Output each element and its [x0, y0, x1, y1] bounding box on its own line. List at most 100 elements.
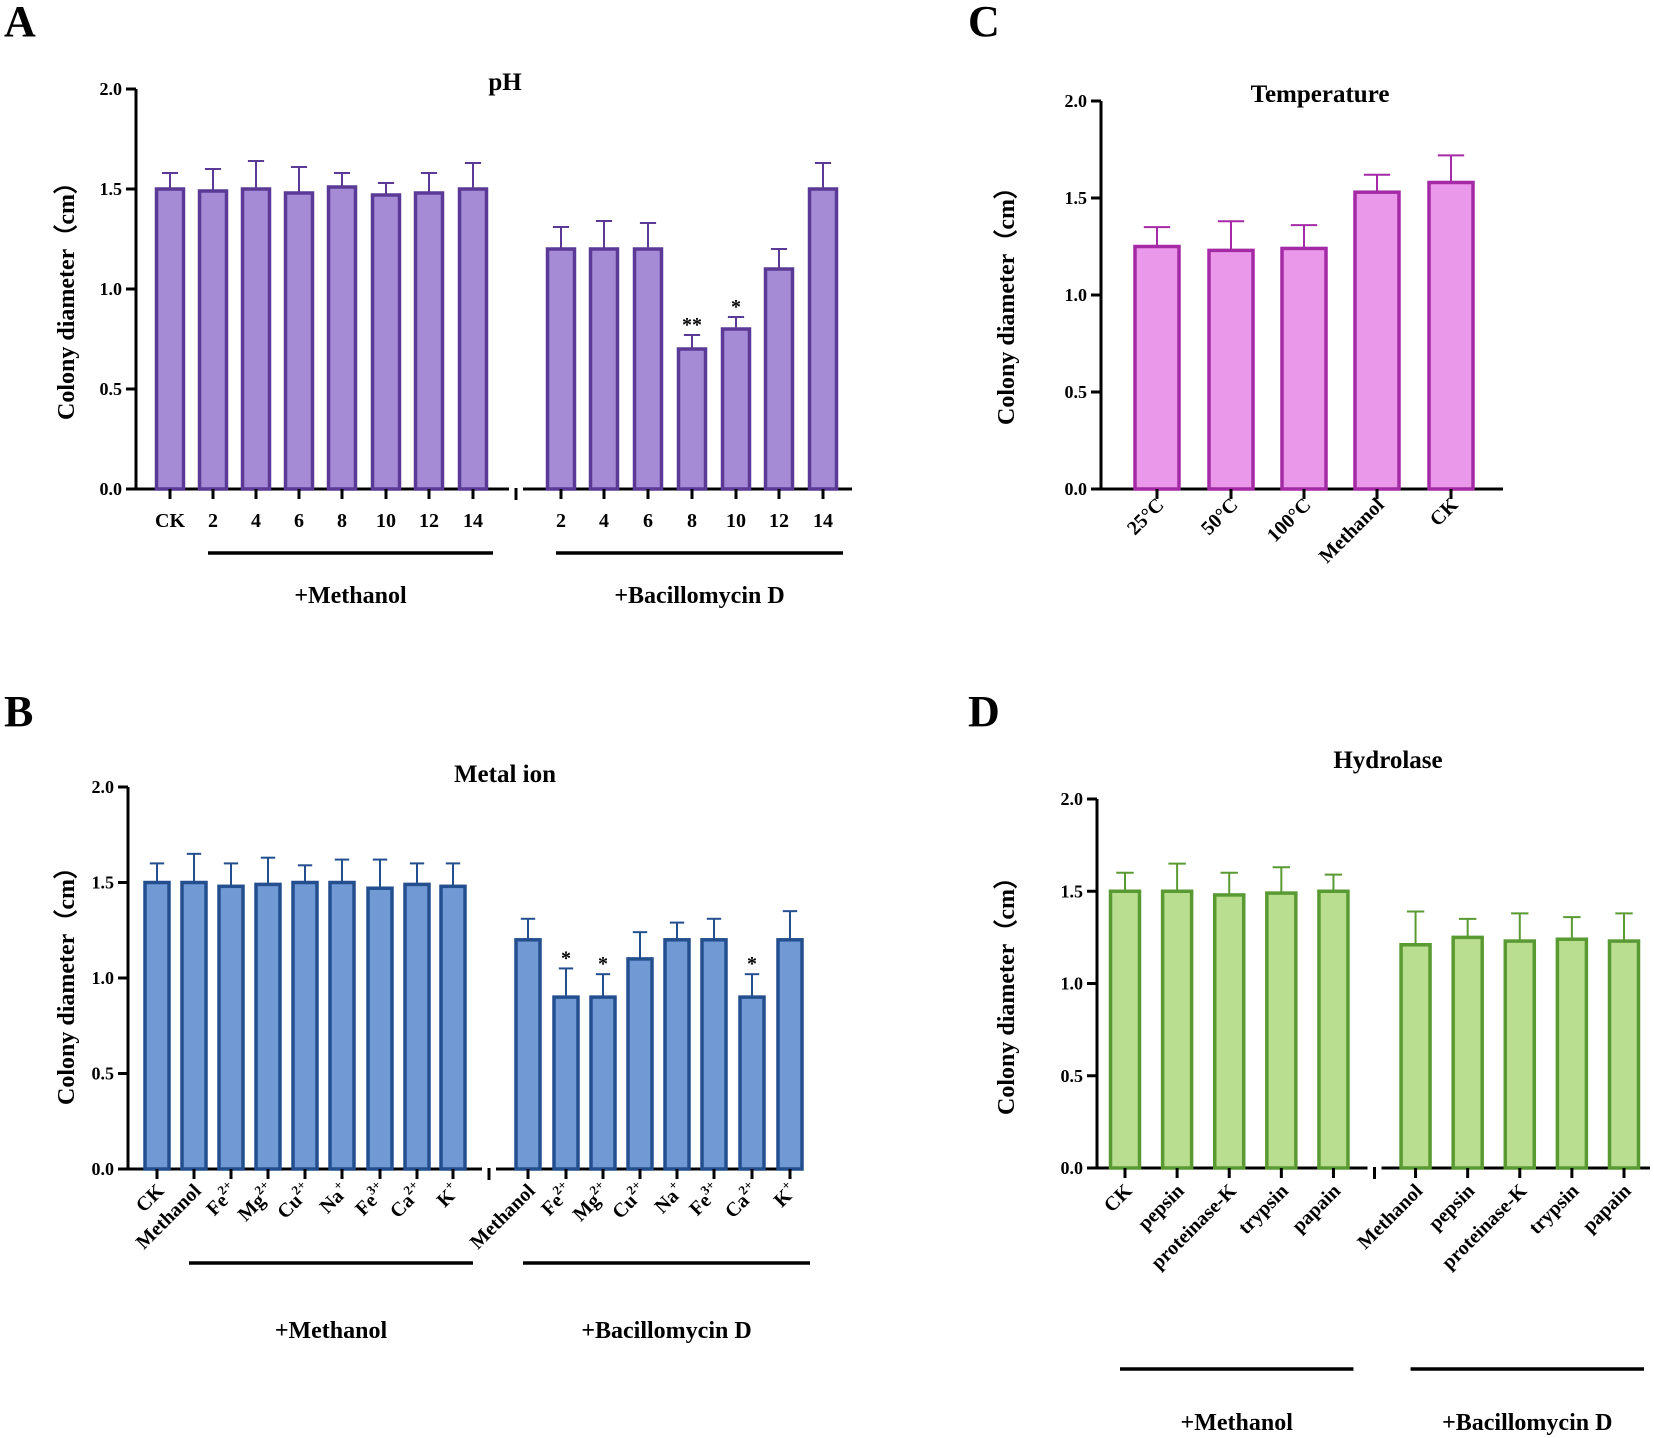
panel-b-x-label: Na+ [313, 1177, 354, 1218]
panel-d-y-tick-label: 2.0 [1061, 789, 1084, 809]
panel-b-x-label-superscript: 2+ [586, 1177, 606, 1197]
panel-b-x-label-superscript: 2+ [735, 1177, 755, 1197]
panel-b-x-label-superscript: + [665, 1177, 681, 1193]
panel-b-x-label: Cu2+ [270, 1177, 316, 1223]
panel-d-bar-7 [1503, 939, 1537, 1170]
panel-b-x-label-superscript: + [330, 1177, 346, 1193]
panel-b-bar-14 [700, 938, 728, 1171]
panel-c-title: Temperature [1251, 81, 1390, 108]
panel-a-x-label: 2 [556, 510, 566, 532]
panel-a-bar-1 [197, 189, 229, 491]
panel-a-bar-11 [676, 347, 708, 491]
panel-d-bar-8 [1555, 937, 1589, 1170]
panel-a-x-label: 4 [251, 510, 261, 532]
panel-c-bar-3 [1353, 190, 1401, 491]
panel-b-group-label: +Bacillomycin D [581, 1318, 751, 1344]
panel-a-x-label: 10 [726, 510, 746, 532]
panel-c-temperature: C Temperature Colony diameter（cm） 0.0 0.5… [968, 0, 1503, 568]
panel-a-title: pH [488, 69, 522, 96]
panel-b-x-label: Cu2+ [605, 1177, 651, 1223]
panel-a-letter: A [4, 0, 36, 46]
panel-a-x-label: 10 [376, 510, 396, 532]
panel-a-x-label: CK [155, 510, 185, 532]
panel-c-x-label: 100°C [1263, 494, 1316, 547]
panel-b-bar-4 [291, 880, 319, 1171]
panel-a-bar-6 [413, 191, 445, 491]
panel-c-y-tick-label: 1.5 [1065, 188, 1088, 208]
panel-b-x-label-superscript: + [441, 1177, 457, 1193]
panel-a-x-label: 8 [337, 510, 347, 532]
panel-a-bar-14 [807, 187, 839, 491]
panel-d-x-label: CK [1100, 1180, 1137, 1217]
panel-a-x-label: 14 [813, 510, 833, 532]
panel-c-y-tick-label: 0.5 [1065, 382, 1088, 402]
panel-d-title: Hydrolase [1333, 747, 1442, 774]
panel-a-bar-12 [720, 327, 752, 491]
panel-b-x-label: K+ [430, 1177, 465, 1212]
panel-d-plot: 0.00.51.01.52.0CKpepsinproteinase-Ktryps… [1061, 789, 1650, 1436]
panel-a-bar-7 [457, 187, 489, 491]
panel-c-bar-4 [1427, 180, 1475, 491]
panel-d-x-label: papain [1288, 1180, 1345, 1237]
panel-b-bar-8 [439, 884, 467, 1171]
panel-d-group-label: +Methanol [1181, 1410, 1294, 1436]
panel-d-letter: D [968, 687, 1000, 736]
panel-d-x-label: trypsin [1525, 1180, 1584, 1239]
panel-b-x-label-superscript: 3+ [363, 1177, 383, 1197]
panel-a-bar-10 [632, 247, 664, 491]
panel-c-y-tick-label: 0.0 [1065, 479, 1088, 499]
panel-d-hydrolase: D Hydrolase Colony diameter（cm） 0.0 0.5 1.… [968, 687, 1650, 1436]
panel-d-y-tick-label: 0.5 [1061, 1066, 1084, 1086]
panel-a-bar-0 [154, 187, 186, 491]
panel-a-group-label: +Methanol [294, 583, 407, 609]
panel-b-x-label: Ca2+ [718, 1177, 764, 1223]
panel-b-bar-1 [180, 880, 208, 1171]
panel-a-bar-3 [283, 191, 315, 491]
panel-d-y-axis-label: Colony diameter（cm） [993, 865, 1020, 1115]
panel-b-bar-13 [663, 938, 691, 1171]
panel-d-bar-9 [1607, 939, 1641, 1170]
panel-b-bar-0 [143, 880, 171, 1171]
panel-b-bar-15 [738, 995, 766, 1171]
panel-d-bar-3 [1265, 891, 1298, 1170]
panel-b-metal-ion: B Metal ion Colony diameter（cm） 0.0 0.5 1.… [4, 687, 810, 1344]
panel-b-x-label: Na+ [648, 1177, 689, 1218]
panel-a-y-tick-label: 1.5 [100, 179, 123, 199]
panel-b-title: Metal ion [454, 761, 556, 788]
panel-b-bar-6 [366, 886, 394, 1171]
panel-b-x-label: Mg2+ [566, 1177, 615, 1226]
panel-a-significance-mark: ** [682, 314, 702, 336]
panel-b-letter: B [4, 687, 33, 736]
panel-b-x-label: Mg2+ [231, 1177, 280, 1226]
panel-c-x-label: CK [1426, 494, 1463, 531]
panel-b-bar-11 [589, 995, 617, 1171]
panel-c-y-axis-label: Colony diameter（cm） [993, 175, 1020, 425]
panel-b-x-label-superscript: 3+ [697, 1177, 717, 1197]
panel-c-letter: C [968, 0, 1000, 46]
panel-a-bar-2 [240, 187, 272, 491]
panel-c-y-tick-label: 2.0 [1065, 91, 1088, 111]
panel-d-bar-2 [1212, 893, 1246, 1170]
panel-d-x-label: papain [1578, 1180, 1635, 1237]
panel-b-x-label-superscript: 2+ [400, 1177, 420, 1197]
panel-b-significance-mark: * [598, 953, 608, 975]
panel-b-y-tick-label: 0.5 [92, 1064, 115, 1084]
panel-d-y-tick-label: 1.5 [1061, 881, 1084, 901]
panel-c-x-label: 25°C [1123, 494, 1169, 540]
panel-b-x-label: Fe3+ [682, 1177, 725, 1220]
panel-b-x-label: Methanol [466, 1180, 540, 1254]
panel-b-group-label: +Methanol [275, 1318, 388, 1344]
panel-b-bar-7 [403, 882, 431, 1171]
panel-d-x-label: Methanol [1353, 1180, 1427, 1254]
panel-b-bar-9 [514, 938, 542, 1171]
panel-d-x-label: trypsin [1234, 1180, 1293, 1239]
panel-a-y-tick-label: 0.0 [100, 479, 123, 499]
panel-c-bar-0 [1133, 244, 1181, 491]
panel-b-bar-2 [217, 884, 245, 1171]
panel-b-x-label-superscript: 2+ [623, 1177, 643, 1197]
panel-d-bar-5 [1399, 943, 1432, 1170]
panel-a-bar-9 [588, 247, 620, 491]
panel-a-x-label: 4 [599, 510, 609, 532]
panel-a-y-tick-label: 0.5 [100, 379, 123, 399]
